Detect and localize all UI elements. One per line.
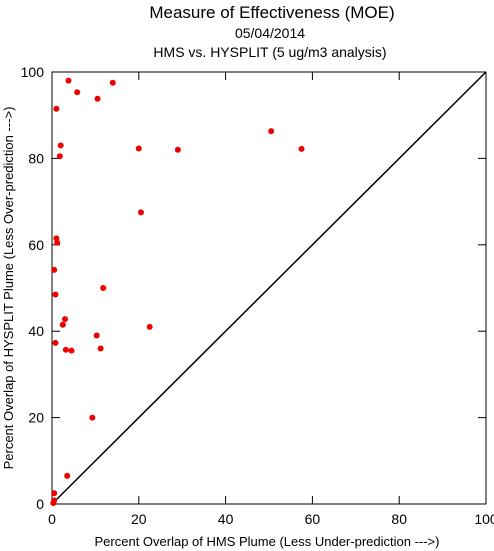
data-point — [65, 77, 72, 84]
data-point — [52, 339, 59, 346]
data-point — [56, 153, 63, 160]
x-tick-label: 100 — [474, 511, 494, 527]
data-points — [50, 77, 305, 507]
data-point — [137, 209, 144, 216]
data-point — [57, 142, 64, 149]
x-tick-label: 40 — [218, 511, 234, 527]
data-point — [74, 89, 81, 96]
data-point — [298, 145, 305, 152]
y-tick-label: 80 — [28, 150, 44, 166]
y-axis-ticks: 0 20 40 60 80 100 — [21, 64, 486, 512]
data-point — [93, 332, 100, 339]
x-tick-label: 60 — [305, 511, 321, 527]
data-point — [53, 105, 60, 112]
y-tick-label: 20 — [28, 410, 44, 426]
reference-diagonal — [51, 71, 487, 505]
y-axis-label: Percent Overlap of HYSPLIT Plume (Less O… — [1, 107, 16, 470]
plot-frame — [51, 71, 487, 505]
data-point — [68, 347, 75, 354]
y-tick-label: 40 — [28, 323, 44, 339]
data-point — [94, 95, 101, 102]
x-axis-label: Percent Overlap of HMS Plume (Less Under… — [95, 534, 440, 549]
y-tick-label: 0 — [36, 496, 44, 512]
chart-subtitle: HMS vs. HYSPLIT (5 ug/m3 analysis) — [153, 44, 386, 60]
data-point — [89, 414, 96, 421]
data-point — [64, 472, 71, 479]
data-point — [51, 490, 58, 497]
data-point — [51, 266, 58, 273]
y-tick-label: 60 — [28, 237, 44, 253]
y-tick-label: 100 — [21, 64, 45, 80]
data-point — [59, 321, 66, 328]
x-tick-label: 20 — [131, 511, 147, 527]
data-point — [50, 500, 57, 507]
x-axis-ticks: 0 20 40 60 80 100 — [48, 72, 494, 527]
chart-title: Measure of Effectiveness (MOE) — [149, 3, 394, 22]
data-point — [146, 323, 153, 330]
data-point — [100, 285, 107, 291]
data-point — [109, 79, 116, 86]
data-point — [54, 239, 61, 246]
x-tick-label: 0 — [48, 511, 56, 527]
data-point — [135, 145, 142, 152]
data-point — [268, 128, 275, 135]
data-point — [97, 345, 104, 352]
data-point — [62, 316, 69, 323]
data-point — [62, 346, 69, 353]
data-point — [174, 146, 181, 153]
data-point — [52, 291, 59, 298]
chart-date: 05/04/2014 — [235, 25, 305, 41]
x-tick-label: 80 — [391, 511, 407, 527]
